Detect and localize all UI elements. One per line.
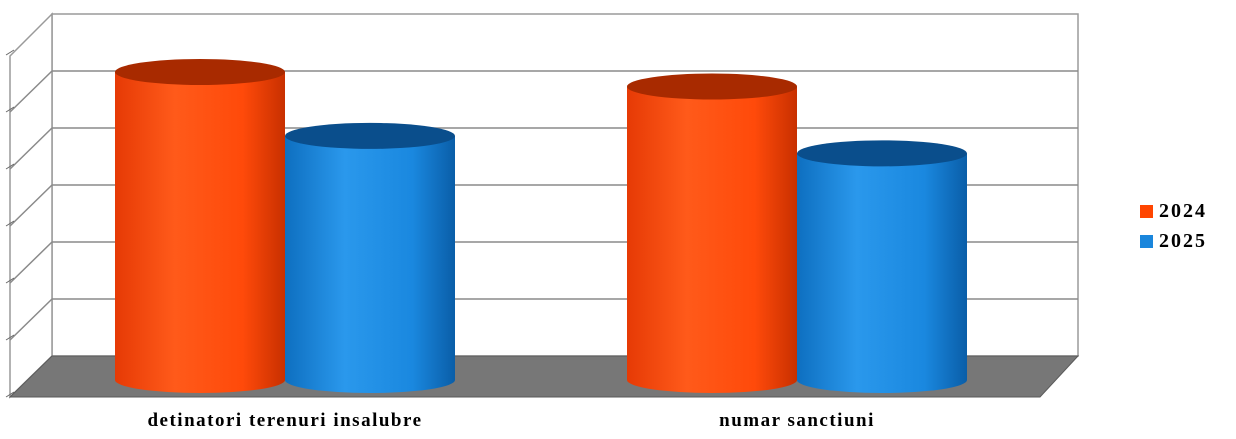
bar-body — [627, 86, 797, 393]
gridline-side — [9, 70, 53, 113]
y-tick — [5, 163, 15, 170]
bar-2024-0 — [115, 59, 285, 393]
y-tick — [5, 277, 15, 284]
gridline-side — [9, 184, 53, 227]
legend-label: 2025 — [1159, 229, 1207, 252]
y-tick — [5, 391, 15, 398]
bar-top — [115, 59, 285, 85]
y-tick — [5, 106, 15, 113]
bar-body — [285, 135, 455, 393]
gridline-side — [9, 127, 53, 170]
legend-item-2025: 2025 — [1140, 226, 1207, 256]
gridline-side — [9, 241, 53, 284]
legend-swatch — [1140, 204, 1153, 218]
y-tick — [5, 49, 15, 56]
legend-label: 2024 — [1159, 199, 1207, 222]
gridline-side — [9, 298, 53, 341]
y-tick — [5, 220, 15, 227]
bar-top — [627, 73, 797, 100]
legend-item-2024: 2024 — [1140, 196, 1207, 226]
bar-2024-1 — [627, 73, 797, 393]
legend-swatch — [1140, 234, 1153, 248]
legend: 2024 2025 — [1140, 196, 1207, 256]
bar-2025-1 — [797, 140, 967, 393]
x-tick-label: detinatori terenuri insalubre — [147, 410, 423, 431]
x-tick-label: numar sanctiuni — [719, 410, 875, 431]
bar-2025-0 — [285, 122, 455, 393]
bar-body — [115, 72, 285, 393]
bar-top — [797, 140, 967, 167]
y-tick — [5, 334, 15, 341]
bar-body — [797, 153, 967, 393]
bar-top — [285, 122, 455, 149]
